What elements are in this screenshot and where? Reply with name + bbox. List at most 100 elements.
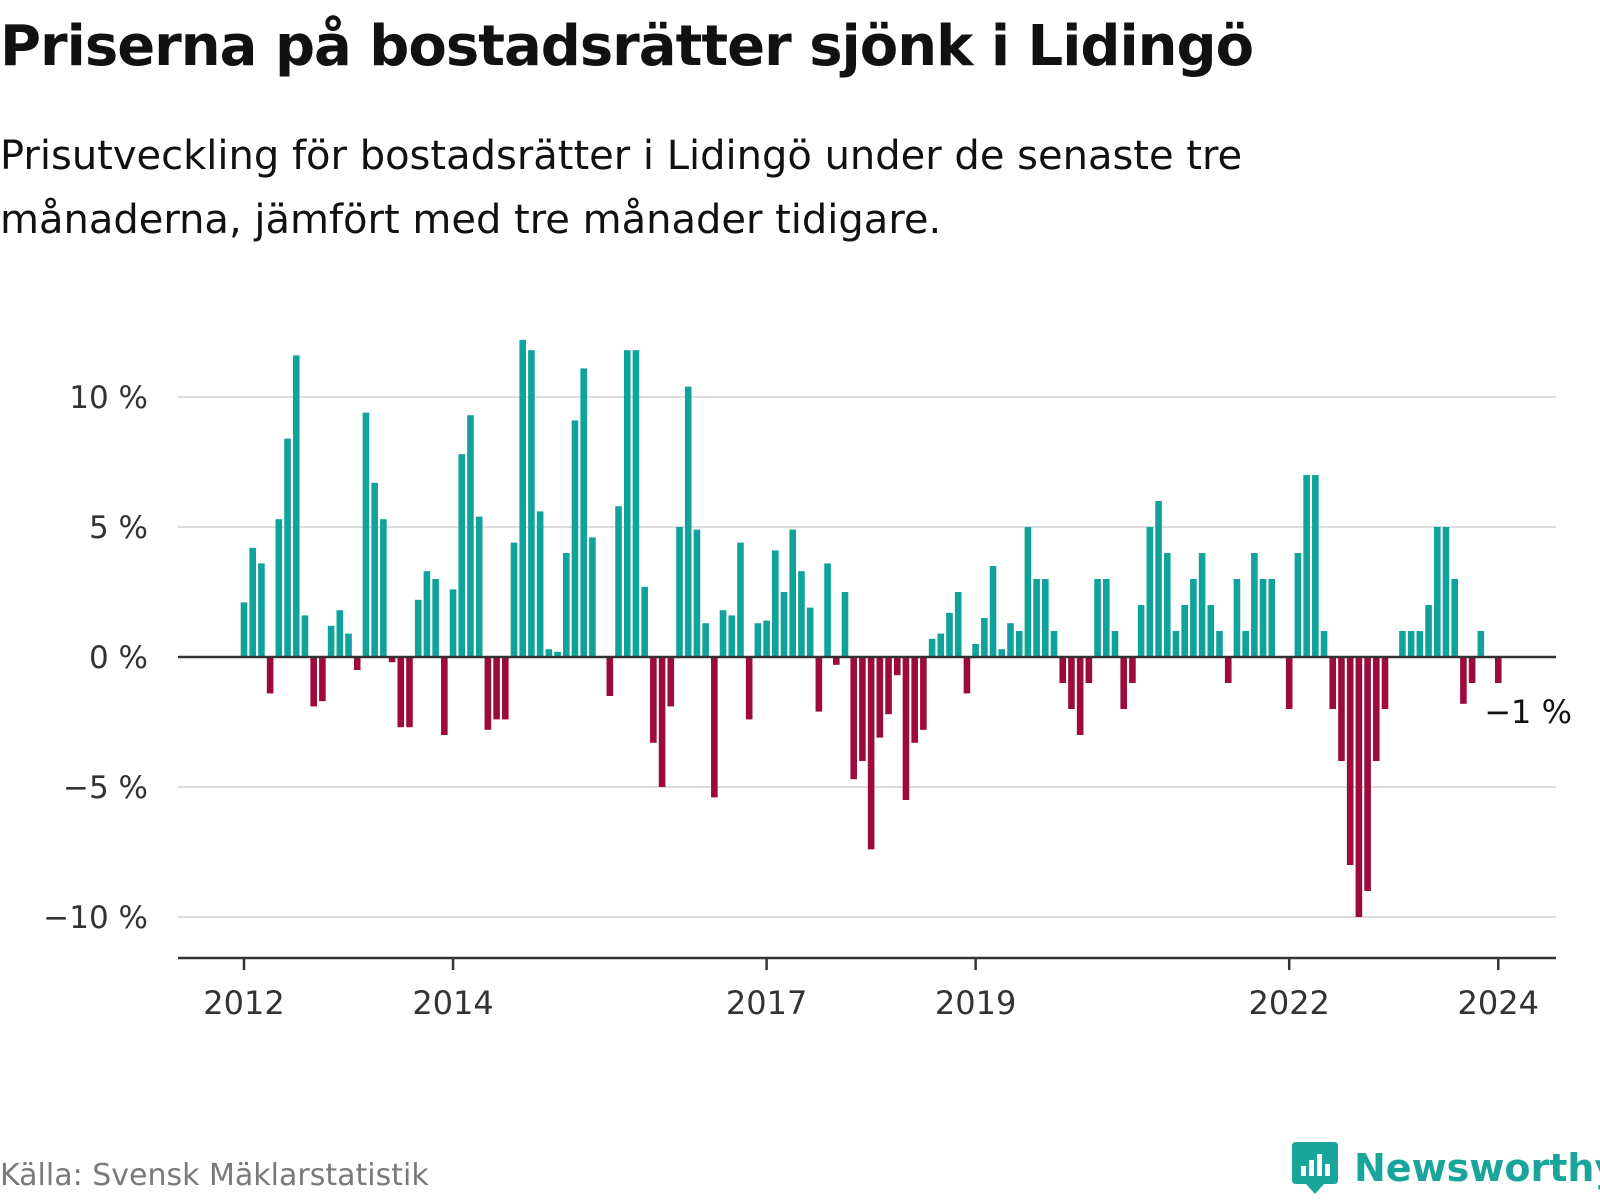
- bar: [1407, 631, 1415, 657]
- bar: [1451, 579, 1458, 657]
- grid-lines: [178, 396, 1556, 918]
- bar: [1216, 631, 1223, 657]
- bar: [1120, 657, 1128, 709]
- bar: [484, 657, 492, 730]
- bar: [1102, 579, 1110, 657]
- bar: [1329, 657, 1337, 709]
- bar-chart: 10 % 5 % 0 % −5 % −10 % 2012 2014 2017 2019 2022 2…: [43, 339, 1572, 1022]
- bar: [928, 638, 936, 657]
- bar: [1085, 657, 1093, 683]
- y-tick-label: −5 %: [63, 770, 148, 806]
- bar: [414, 599, 422, 657]
- bar: [467, 415, 474, 657]
- bar: [266, 657, 274, 694]
- bar: [920, 657, 927, 730]
- x-tick-label: 2022: [1248, 984, 1329, 1022]
- bar: [1494, 657, 1502, 683]
- bar: [1294, 553, 1302, 657]
- bar: [1373, 657, 1380, 761]
- latest-value-label: −1 %: [1484, 693, 1572, 731]
- bar: [824, 563, 831, 657]
- bar: [571, 420, 579, 657]
- bar: [423, 571, 431, 657]
- bar: [789, 529, 797, 657]
- bar: [336, 610, 344, 657]
- bar: [1172, 631, 1180, 657]
- x-tick-label: 2012: [203, 984, 284, 1022]
- x-tick-label: 2017: [726, 984, 807, 1022]
- bar: [798, 571, 805, 657]
- bar: [937, 633, 945, 657]
- bar: [632, 350, 640, 657]
- bar: [380, 519, 387, 657]
- bar: [1460, 657, 1467, 704]
- y-tick-label: 10 %: [69, 380, 148, 416]
- bar: [1181, 605, 1188, 657]
- bar: [684, 386, 692, 657]
- bar: [711, 657, 718, 798]
- bar: [1015, 631, 1023, 657]
- bar: [737, 542, 744, 657]
- bar: [554, 651, 561, 657]
- bar: [458, 454, 466, 657]
- bar: [772, 550, 779, 657]
- bar: [1059, 657, 1067, 683]
- bar: [832, 657, 840, 665]
- bar: [763, 620, 770, 657]
- bar: [1320, 631, 1328, 657]
- bar: [841, 592, 849, 657]
- bar: [1477, 631, 1485, 657]
- bar: [1207, 605, 1215, 657]
- bar: [1068, 657, 1075, 709]
- bar: [319, 657, 326, 702]
- bar: [1399, 631, 1406, 657]
- bar: [1155, 501, 1162, 657]
- bar: [345, 633, 352, 657]
- bar: [284, 438, 291, 657]
- bar: [902, 657, 910, 800]
- bar: [702, 623, 709, 657]
- bar: [475, 516, 483, 657]
- brand-logo[interactable]: Newsworthy: [1290, 1140, 1600, 1196]
- bar: [1338, 657, 1345, 761]
- bar: [1364, 657, 1371, 891]
- bar: [1355, 657, 1363, 917]
- bar: [275, 519, 283, 657]
- chart-title: Priserna på bostadsrätter sjönk i Liding…: [0, 14, 1254, 79]
- bar: [1346, 657, 1354, 865]
- bar: [388, 657, 396, 663]
- bar: [240, 602, 248, 657]
- y-tick-label: 5 %: [89, 510, 148, 546]
- y-tick-label: 0 %: [89, 640, 148, 676]
- bar: [1129, 657, 1136, 683]
- bar: [1259, 579, 1267, 657]
- bar: [580, 368, 587, 657]
- bar: [353, 657, 361, 670]
- bar: [1190, 579, 1197, 657]
- bar: [406, 657, 413, 728]
- bar: [1198, 553, 1206, 657]
- bar: [327, 625, 335, 657]
- bar: [1137, 605, 1145, 657]
- bar: [1146, 527, 1154, 657]
- bar: [493, 657, 500, 720]
- bar: [528, 350, 535, 657]
- bar: [806, 607, 814, 657]
- bar: [441, 657, 448, 735]
- bar: [519, 339, 527, 657]
- bar: [693, 529, 701, 657]
- chart-bubble-icon: [1292, 1142, 1338, 1194]
- bar: [1033, 579, 1040, 657]
- bar: [998, 649, 1006, 657]
- bar: [972, 644, 979, 657]
- bar: [867, 657, 875, 850]
- bar: [719, 610, 727, 657]
- bar: [911, 657, 918, 743]
- bar: [1442, 527, 1450, 657]
- bar: [449, 589, 457, 657]
- bar: [1285, 657, 1293, 709]
- bar: [1381, 657, 1389, 709]
- bar: [754, 623, 762, 657]
- bar: [536, 511, 544, 657]
- bar: [981, 618, 988, 657]
